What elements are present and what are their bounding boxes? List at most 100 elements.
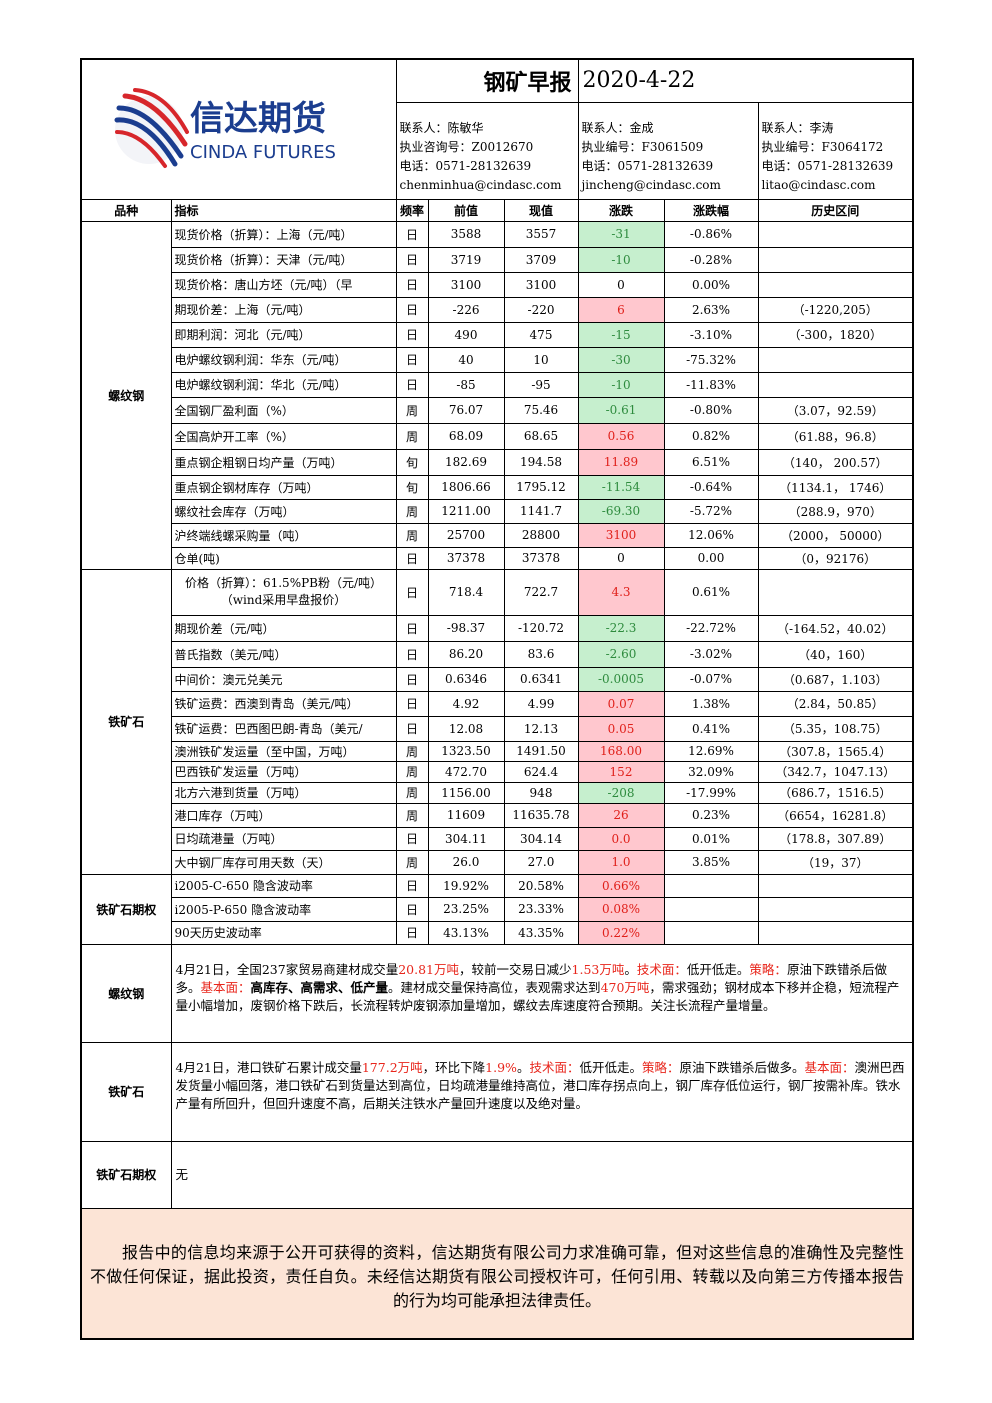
current: 68.65	[503, 422, 579, 450]
current: 4.99	[503, 690, 579, 717]
commentary-segment: 。建材成交量保持高位，表观需求达到	[388, 979, 601, 995]
indicator: 期现价差（元/吨）	[170, 614, 397, 642]
change-pct: -5.72%	[663, 498, 759, 524]
commentary-row: 铁矿石期权无	[80, 1140, 914, 1209]
current: 0.6341	[503, 666, 579, 692]
previous: 718.4	[427, 568, 505, 616]
contact-line: 电话：0571-28132639	[581, 158, 714, 173]
current: 10	[503, 346, 579, 373]
current: -220	[503, 296, 579, 323]
commentary-segment: 基本面：	[804, 1059, 855, 1075]
current: 1491.50	[503, 740, 579, 762]
frequency: 日	[395, 690, 429, 717]
data-row: 螺纹社会库存（万吨）周 1211.00 1141.7 -69.30 -5.72% （288…	[81, 498, 914, 524]
change-pct: 0.00%	[663, 271, 759, 298]
indicator: 全国钢厂盈利面（%）	[170, 396, 397, 424]
previous: 304.11	[427, 826, 505, 851]
previous: 3588	[427, 220, 505, 248]
frequency: 周	[395, 498, 429, 524]
commentary-segment: 技术面：	[636, 961, 687, 977]
commentary-segment: 低开低走。	[579, 1059, 642, 1075]
commentary-segment: ，需求强劲；钢材成本下移并企稳，短流程产量小幅增加，废钢价格下跌后，长流程转炉废…	[175, 979, 900, 1013]
previous: 19.92%	[427, 873, 505, 898]
previous: 472.70	[427, 760, 505, 783]
logo-cell: 信达期货 CINDA FUTURES	[80, 58, 397, 200]
change-pct: 6.51%	[663, 448, 759, 476]
group-name: 螺纹钢	[80, 220, 172, 570]
data-row: 即期利润：河北（元/吨）日 490 475 -15 -3.10% （-300，1820）	[81, 321, 914, 348]
data-row: 期现价差（元/吨）日 -98.37 -120.72 -22.3 -22.72% （-164…	[81, 614, 914, 642]
change-pct: 12.06%	[663, 522, 759, 548]
logo-name: 信达期货	[190, 99, 326, 139]
commentary-segment: 20.81万吨	[398, 961, 460, 977]
current: 722.7	[503, 568, 579, 616]
commentary-segment: 177.2万吨	[361, 1059, 423, 1075]
change-pct: 0.41%	[663, 715, 759, 742]
history-range	[757, 371, 914, 398]
change: 11.89	[577, 448, 665, 476]
indicator: 大中钢厂库存可用天数（天）	[170, 849, 397, 875]
indicator: 港口库存（万吨）	[170, 802, 397, 828]
data-row: 澳洲铁矿发运量（至中国，万吨）周 1323.50 1491.50 168.00 12.6…	[81, 740, 914, 762]
data-row: 港口库存（万吨）周 11609 11635.78 26 0.23% （6654，16281…	[81, 802, 914, 828]
frequency: 日	[395, 296, 429, 323]
history-range: （178.8，307.89）	[757, 826, 914, 851]
history-range: （61.88，96.8）	[757, 422, 914, 450]
previous: -98.37	[427, 614, 505, 642]
change: 0.56	[577, 422, 665, 450]
frequency: 日	[395, 873, 429, 898]
previous: 40	[427, 346, 505, 373]
data-row: 北方六港到货量（万吨）周 1156.00 948 -208 -17.99% （686.7，…	[81, 781, 914, 804]
group-name: 铁矿石期权	[80, 873, 172, 945]
change: 0.22%	[577, 920, 665, 945]
current: 948	[503, 781, 579, 804]
current: 3709	[503, 246, 579, 273]
title-row: 信达期货 CINDA FUTURES 钢矿早报 2020-4-22	[80, 58, 914, 200]
logo-mark	[114, 87, 189, 168]
contact-line: 联系人：金成	[581, 120, 654, 135]
previous: 490	[427, 321, 505, 348]
previous: 3719	[427, 246, 505, 273]
current: 1141.7	[503, 498, 579, 524]
commentary-name: 铁矿石	[80, 1041, 172, 1142]
contact-line: 联系人：陈敏华	[399, 120, 484, 135]
indicator: 即期利润：河北（元/吨）	[170, 321, 397, 348]
indicator: 90天历史波动率	[170, 920, 397, 945]
indicator: i2005-P-650 隐含波动率	[170, 896, 397, 922]
commentary-segment: 1.9%	[485, 1059, 517, 1075]
current: 304.14	[503, 826, 579, 851]
logo-english: CINDA FUTURES	[190, 142, 336, 163]
change-pct: -0.80%	[663, 396, 759, 424]
change-pct: -0.07%	[663, 666, 759, 692]
change: -10	[577, 371, 665, 398]
indicator: 重点钢企钢材库存（万吨）	[170, 474, 397, 500]
change-pct: 0.23%	[663, 802, 759, 828]
history-range: （-300，1820）	[757, 321, 914, 348]
indicator: 普氏指数（美元/吨）	[170, 640, 397, 668]
commentary-segment: 。	[624, 961, 637, 977]
data-row: 仓单(吨) 日 37378 37378 0 0.00 （0，92176）	[81, 546, 914, 570]
commentary-name: 铁矿石期权	[80, 1140, 172, 1209]
commentary-segment: 原油下跌错杀后做多。	[679, 1059, 805, 1075]
commentary-segment: 4月21日，全国237家贸易商建材成交量	[175, 961, 399, 977]
previous: 37378	[427, 546, 505, 570]
indicator: 期现价差：上海（元/吨）	[170, 296, 397, 323]
data-row: 螺纹钢 现货价格（折算）：上海（元/吨）日 3588 3557 -31 -0.86%	[80, 220, 914, 570]
indicator: 电炉螺纹钢利润：华北（元/吨）	[170, 371, 397, 398]
previous: 1156.00	[427, 781, 505, 804]
previous: 4.92	[427, 690, 505, 717]
history-range: （0.687，1.103）	[757, 666, 914, 692]
current: 12.13	[503, 715, 579, 742]
commentary-segment: ，较前一交易日减少	[459, 961, 572, 977]
change: 0.66%	[577, 873, 665, 898]
contact-line: 执业编号：F3064172	[761, 139, 884, 154]
change: 0.07	[577, 690, 665, 717]
current: 83.6	[503, 640, 579, 668]
history-range	[757, 220, 914, 248]
indicator: 铁矿运费：巴西图巴朗-青岛（美元/	[170, 715, 397, 742]
commentary-segment: 基本面：	[200, 979, 251, 995]
commentary-segment: 原油下跌错杀后做多。	[175, 961, 887, 995]
frequency: 周	[395, 781, 429, 804]
column-header: 前值	[427, 198, 505, 222]
